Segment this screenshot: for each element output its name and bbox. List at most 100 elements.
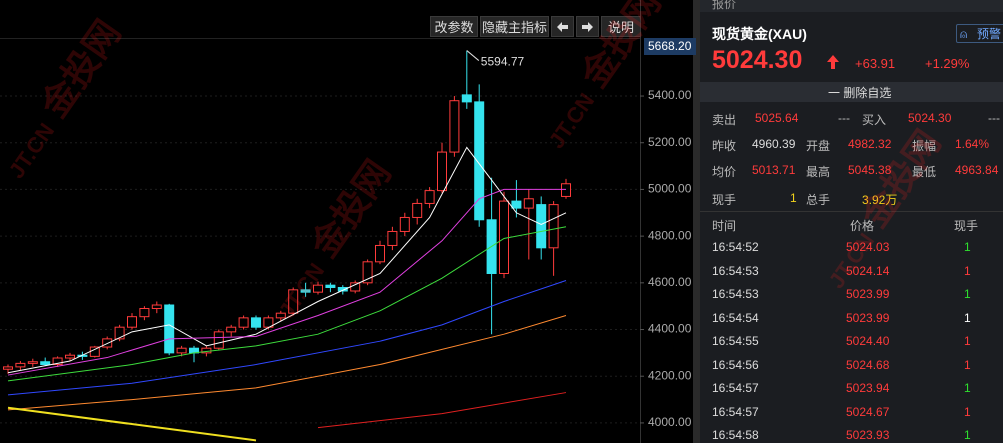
candle-body (424, 190, 435, 204)
up-arrow (827, 55, 839, 69)
button[interactable]: 说明 (601, 16, 641, 37)
candle-body (399, 216, 410, 232)
y-tick-label: 4400.00 (648, 322, 692, 336)
quote-label: 买入 (862, 113, 887, 127)
candle-body (337, 286, 348, 292)
candle-body (387, 230, 398, 246)
candle-body (275, 312, 286, 319)
ma-line (7, 226, 567, 382)
bell-icon: ⍝ (960, 27, 968, 41)
candle-body (548, 204, 559, 249)
ma-line (7, 315, 567, 411)
y-tick-label: 4200.00 (648, 368, 692, 382)
scrollbar (693, 0, 700, 443)
candle-body (362, 261, 373, 284)
quote-label: 开盘 (806, 139, 831, 153)
tick-time: 16:54:57 (712, 381, 759, 395)
candle-body (313, 284, 323, 293)
candle-body (300, 289, 311, 293)
top-label-box (644, 38, 696, 55)
max-label: 5594.77 (481, 55, 525, 69)
tick-time: 16:54:55 (712, 334, 759, 348)
candle-body (474, 101, 485, 221)
tab[interactable]: 报价 (712, 0, 737, 11)
candle-body (561, 183, 571, 197)
tick-price: 5024.14 (846, 263, 890, 278)
quote-value: 5025.64 (755, 111, 799, 125)
quote-panel: 报价 现货黄金(XAU) ⍝ 预警 5024.30 +63.91 +1.29% 一… (700, 0, 1003, 443)
remove-bar[interactable] (700, 82, 1003, 102)
candle-body (139, 308, 150, 318)
candle-body (27, 361, 38, 364)
candle-body (40, 361, 51, 366)
tick-volume: 1 (964, 428, 971, 442)
button[interactable]: 隐藏主指标 (480, 16, 549, 37)
quote-value: 5024.30 (908, 111, 952, 125)
candle-body (288, 289, 299, 314)
candle-body (176, 347, 187, 354)
top-label: 5668.20 (648, 39, 692, 53)
candle-body (375, 244, 385, 263)
y-tick-label: 4000.00 (648, 415, 692, 429)
candle-body (238, 317, 249, 328)
candle-body (412, 202, 423, 218)
tick-time: 16:54:52 (712, 240, 759, 254)
y-tick-label: 5400.00 (648, 88, 692, 102)
tick-header: 时间 (712, 219, 737, 233)
candle-body (437, 151, 447, 192)
tick-price: 5024.68 (846, 357, 890, 372)
quote-value: 4960.39 (752, 137, 796, 151)
quote-label: --- (988, 111, 1000, 125)
y-tick-label: 4800.00 (648, 228, 692, 242)
candle-body (213, 331, 224, 349)
tick-volume: 1 (964, 240, 971, 254)
tick-price: 5024.03 (846, 240, 890, 254)
candle-body (15, 362, 26, 368)
quote-value: 1.64% (955, 137, 990, 151)
quote-label: 卖出 (712, 113, 737, 127)
y-tick-label: 5200.00 (648, 135, 692, 149)
tick-price: 5023.99 (846, 310, 890, 325)
remove-label: 删除自选 (843, 86, 892, 100)
quote-value: 1 (790, 191, 797, 205)
tick-volume: 1 (964, 404, 971, 419)
tick-time: 16:54:53 (712, 263, 759, 278)
quote-label: 总手 (806, 193, 831, 207)
change-pct: +1.29% (925, 56, 970, 71)
candle-body (3, 366, 13, 370)
y-tick-label: 4600.00 (648, 275, 692, 289)
change: +63.91 (855, 56, 896, 71)
tick-time: 16:54:54 (712, 310, 759, 325)
candle-body (226, 326, 237, 333)
candle-body (127, 316, 137, 328)
candle-body (511, 200, 522, 209)
button[interactable]: 改参数 (430, 16, 478, 37)
tick-price: 5023.94 (846, 381, 890, 395)
prev-button[interactable] (551, 16, 574, 37)
divider (700, 211, 1003, 212)
tick-volume: 1 (964, 263, 971, 278)
candle-body (499, 200, 509, 274)
instrument-name: 现货黄金(XAU) (712, 26, 807, 42)
next-button[interactable] (576, 16, 599, 37)
remove-fav[interactable]: 一 删除自选 (828, 86, 892, 100)
candle-body (114, 326, 125, 340)
tick-volume: 1 (964, 310, 971, 325)
ma-line (7, 280, 567, 396)
alert-label: 预警 (976, 27, 1001, 41)
candle-body (151, 304, 162, 310)
alert-button[interactable]: ⍝ 预警 (956, 24, 1003, 43)
candle-body (350, 282, 361, 292)
tick-price: 5024.40 (846, 334, 890, 348)
quote-value: 4963.84 (955, 163, 999, 177)
tick-volume: 1 (964, 334, 971, 348)
quote-value: 4982.32 (848, 137, 892, 151)
quote-label: 均价 (712, 165, 737, 179)
tick-time: 16:54:56 (712, 357, 759, 372)
tab-bar (700, 0, 1003, 12)
tick-time: 16:54:57 (712, 404, 759, 419)
tick-volume: 1 (964, 381, 971, 395)
icon (582, 22, 593, 32)
candle-body (102, 338, 113, 348)
